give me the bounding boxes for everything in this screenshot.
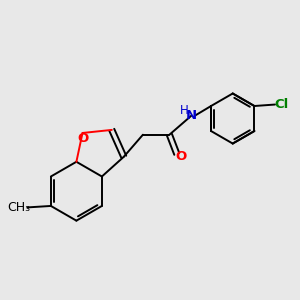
- Text: O: O: [78, 132, 89, 145]
- Text: O: O: [176, 150, 187, 163]
- Text: H: H: [180, 104, 188, 117]
- Text: N: N: [186, 109, 197, 122]
- Text: CH₃: CH₃: [8, 201, 31, 214]
- Text: Cl: Cl: [274, 98, 289, 111]
